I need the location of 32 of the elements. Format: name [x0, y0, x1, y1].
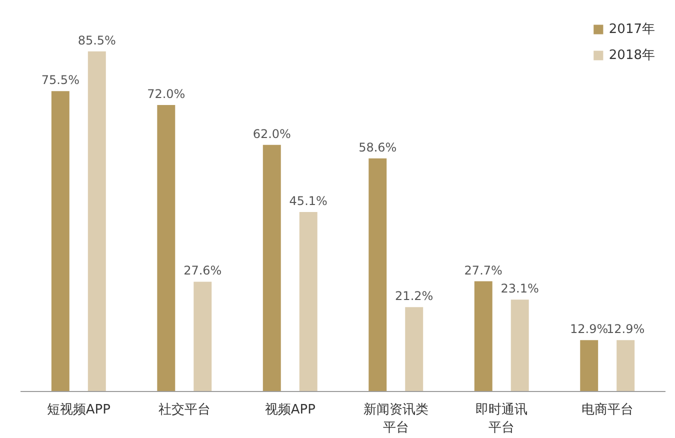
bar — [299, 212, 318, 392]
legend-label: 2018年 — [608, 47, 655, 64]
bar — [405, 307, 424, 392]
data-label: 12.9% — [570, 322, 608, 336]
bar — [368, 158, 387, 392]
bar — [51, 91, 70, 392]
x-tick-label: 短视频APP — [46, 402, 111, 418]
data-label: 75.5% — [41, 73, 80, 88]
data-label: 21.2% — [395, 289, 434, 304]
data-label: 62.0% — [252, 126, 291, 141]
data-label: 45.1% — [289, 194, 328, 208]
data-label: 27.6% — [184, 264, 222, 278]
data-label: 27.7% — [464, 263, 502, 278]
bar — [262, 144, 281, 392]
bar — [157, 105, 176, 392]
data-label: 85.5% — [78, 33, 116, 48]
data-label: 23.1% — [500, 282, 539, 296]
bar — [88, 51, 106, 392]
data-label: 12.9% — [606, 322, 645, 336]
x-tick-label: 新闻资讯类平台 — [363, 402, 428, 436]
bar — [510, 300, 529, 392]
x-tick-label: 视频APP — [264, 402, 316, 418]
bar — [616, 340, 635, 392]
x-tick-label: 即时通讯平台 — [476, 402, 528, 436]
x-tick-label: 电商平台 — [581, 402, 634, 418]
bar — [474, 281, 492, 392]
legend-label: 2017年 — [608, 21, 655, 38]
x-tick-label: 社交平台 — [158, 402, 210, 418]
bar — [580, 340, 598, 392]
bar — [194, 282, 212, 392]
data-label: 58.6% — [358, 140, 397, 154]
data-label: 72.0% — [147, 87, 186, 102]
